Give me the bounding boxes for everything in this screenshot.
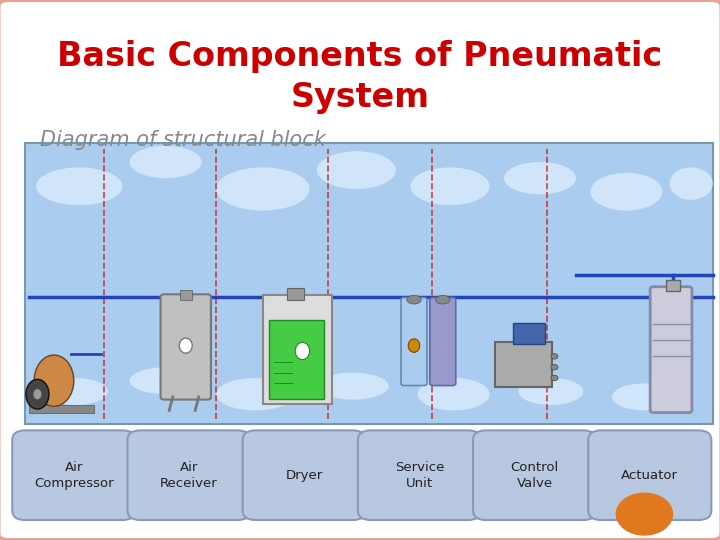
Text: Actuator: Actuator [621,469,678,482]
FancyArrow shape [585,462,599,489]
Text: Control
Valve: Control Valve [510,461,559,490]
FancyBboxPatch shape [358,430,481,520]
Ellipse shape [551,354,558,359]
FancyBboxPatch shape [495,342,552,387]
FancyArrow shape [124,462,138,489]
Ellipse shape [36,167,122,205]
FancyArrow shape [469,462,484,489]
Ellipse shape [418,378,490,410]
Ellipse shape [410,167,490,205]
Ellipse shape [26,379,49,409]
Circle shape [616,492,673,536]
Ellipse shape [295,342,310,360]
Ellipse shape [179,338,192,353]
Text: Air
Compressor: Air Compressor [34,461,114,490]
Ellipse shape [504,162,576,194]
Text: Diagram of structural block: Diagram of structural block [40,130,325,151]
Text: Air
Receiver: Air Receiver [160,461,218,490]
FancyBboxPatch shape [588,430,711,520]
FancyBboxPatch shape [513,323,545,344]
Ellipse shape [408,339,420,352]
FancyBboxPatch shape [243,430,366,520]
Ellipse shape [551,364,558,370]
FancyBboxPatch shape [29,405,94,413]
FancyArrow shape [239,462,253,489]
FancyBboxPatch shape [12,430,135,520]
Ellipse shape [670,167,713,200]
Ellipse shape [407,295,421,304]
Ellipse shape [216,167,310,211]
FancyBboxPatch shape [180,290,192,300]
FancyBboxPatch shape [127,430,251,520]
FancyBboxPatch shape [473,430,596,520]
Ellipse shape [216,378,295,410]
Ellipse shape [130,146,202,178]
FancyBboxPatch shape [25,143,713,424]
Text: Service
Unit: Service Unit [395,461,444,490]
FancyBboxPatch shape [650,287,692,413]
Text: System: System [290,80,430,114]
FancyBboxPatch shape [430,298,456,386]
Text: Dryer: Dryer [286,469,323,482]
Ellipse shape [130,367,202,394]
Ellipse shape [317,373,389,400]
Ellipse shape [317,151,396,189]
FancyBboxPatch shape [269,320,324,399]
Text: Basic Components of Pneumatic: Basic Components of Pneumatic [58,40,662,73]
Ellipse shape [35,355,74,407]
FancyBboxPatch shape [161,294,211,400]
FancyBboxPatch shape [666,280,680,291]
Ellipse shape [33,389,42,400]
Ellipse shape [43,378,108,405]
FancyBboxPatch shape [263,295,332,404]
FancyBboxPatch shape [401,298,427,386]
FancyBboxPatch shape [287,288,304,300]
FancyArrow shape [354,462,369,489]
Ellipse shape [590,173,662,211]
Ellipse shape [518,378,583,405]
Ellipse shape [551,375,558,381]
Ellipse shape [436,295,450,304]
Ellipse shape [612,383,677,410]
